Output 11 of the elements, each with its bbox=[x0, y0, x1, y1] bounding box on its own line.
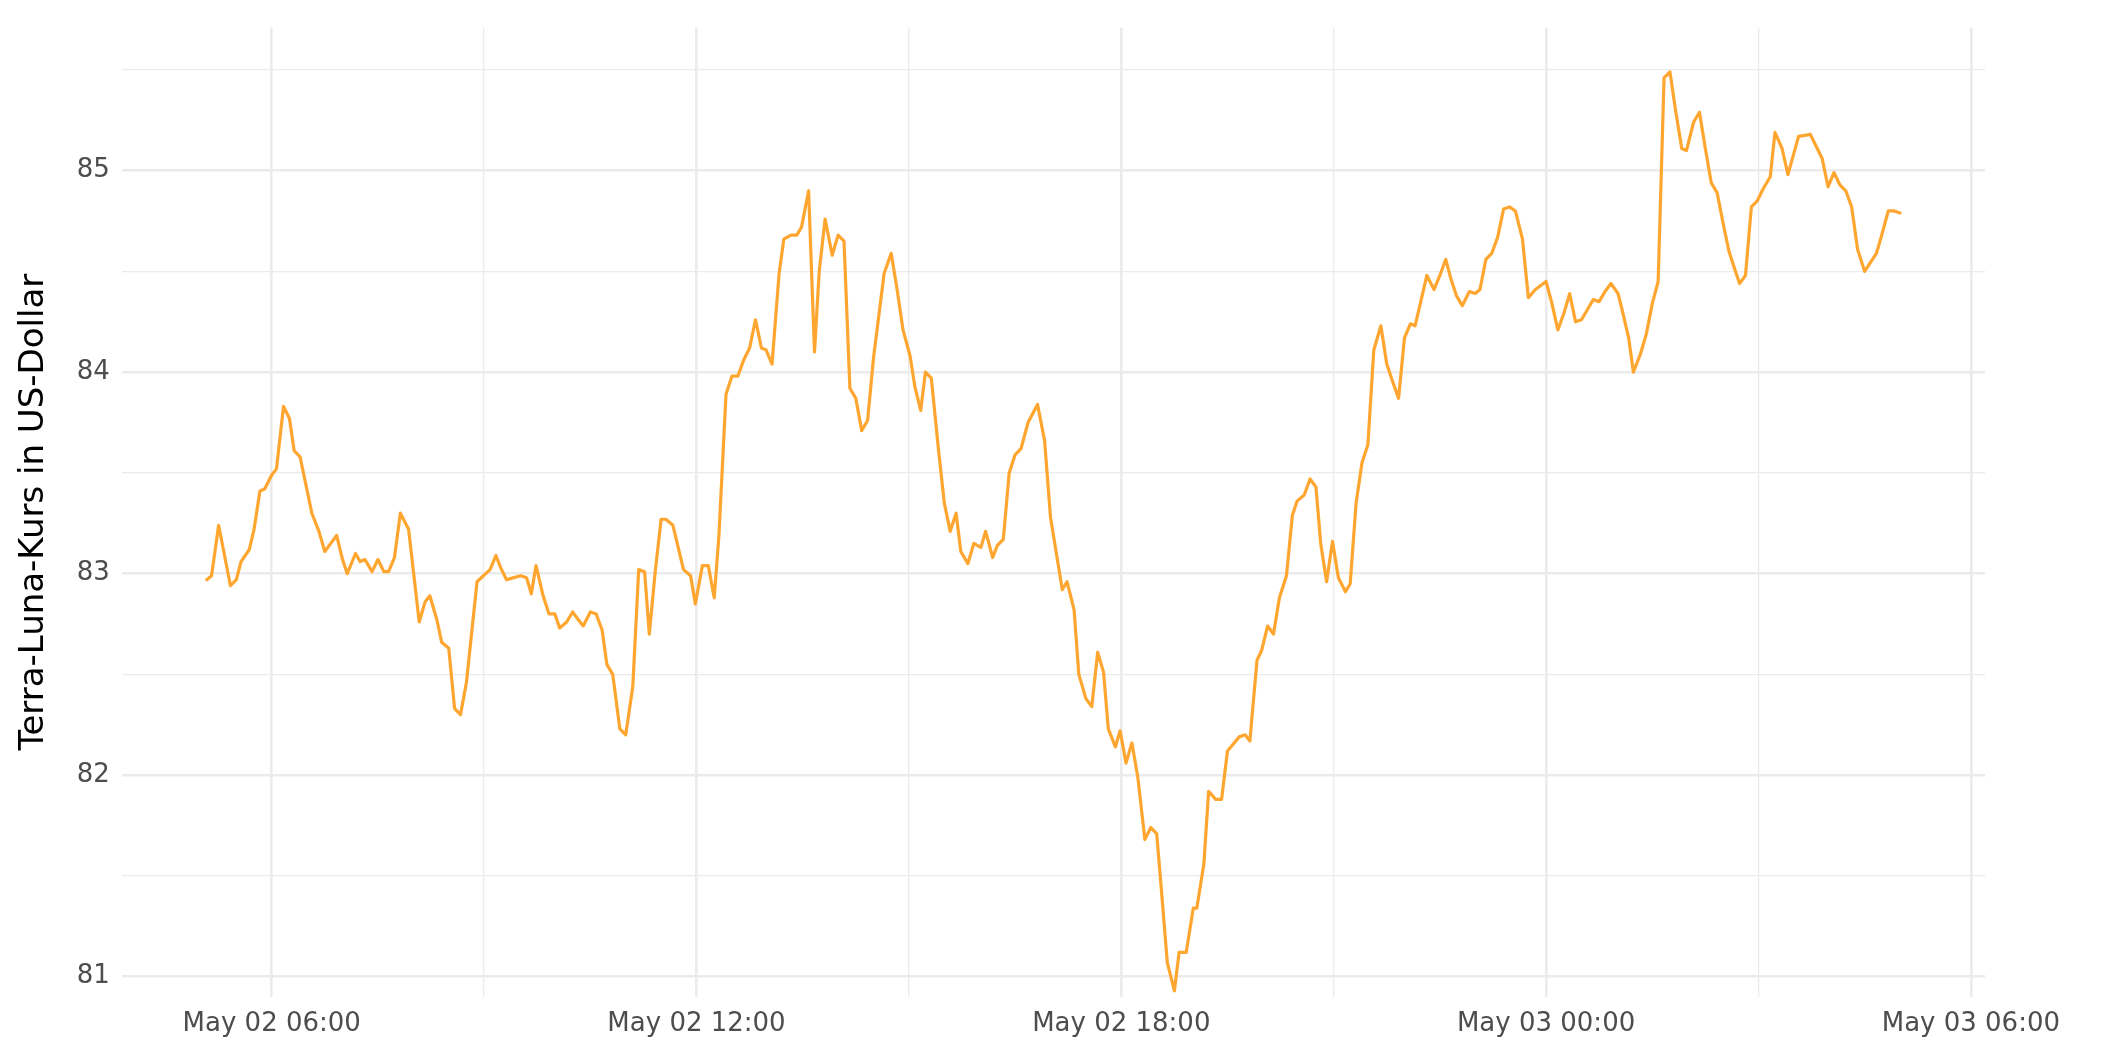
y-axis-title: Terra-Luna-Kurs in US-Dollar bbox=[11, 273, 52, 752]
x-tick-label: May 03 00:00 bbox=[1456, 1007, 1636, 1038]
x-tick-label: May 03 06:00 bbox=[1881, 1007, 2060, 1038]
x-tick-label: May 02 06:00 bbox=[182, 1007, 361, 1038]
y-tick-label: 85 bbox=[76, 153, 110, 184]
x-tick-label: May 02 18:00 bbox=[1032, 1007, 1211, 1038]
y-tick-label: 82 bbox=[76, 757, 110, 788]
y-tick-label: 83 bbox=[76, 556, 110, 587]
y-tick-label: 81 bbox=[76, 959, 110, 990]
y-tick-label: 84 bbox=[76, 354, 110, 385]
x-tick-label: May 02 12:00 bbox=[607, 1007, 786, 1038]
